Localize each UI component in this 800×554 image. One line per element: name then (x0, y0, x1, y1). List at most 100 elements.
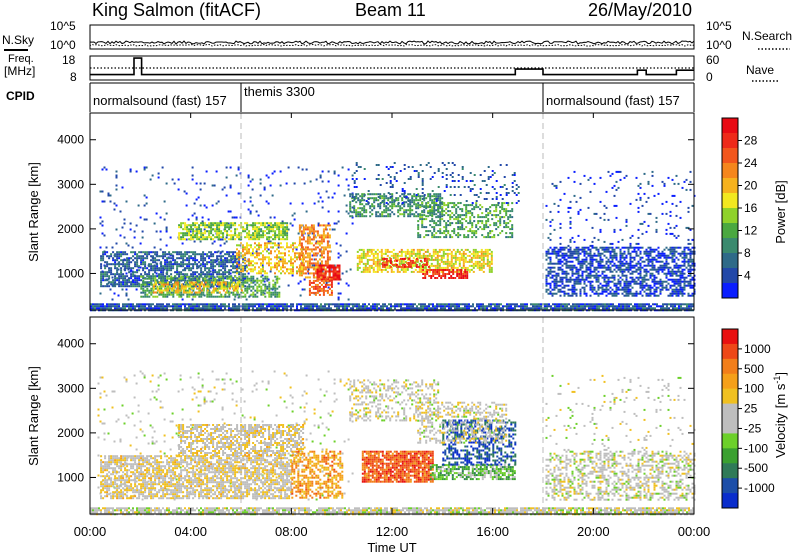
data-cell (161, 166, 164, 169)
data-cell (485, 208, 488, 211)
data-cell (260, 246, 262, 249)
data-cell (401, 265, 404, 268)
data-cell (545, 284, 548, 287)
data-cell (377, 178, 380, 180)
data-cell (381, 200, 384, 202)
data-cell (440, 269, 443, 271)
data-cell (282, 234, 285, 237)
data-cell (460, 271, 463, 273)
data-cell (559, 280, 562, 283)
data-cell (122, 273, 125, 276)
data-cell (446, 262, 449, 265)
data-cell (583, 262, 586, 265)
data-cell (166, 265, 169, 268)
beam-title: Beam 11 (355, 0, 426, 20)
data-cell (126, 279, 129, 282)
data-cell (400, 262, 403, 265)
data-cell (164, 263, 167, 266)
data-cell (178, 281, 181, 284)
data-cell (304, 276, 307, 279)
data-cell (575, 250, 578, 253)
data-cell (465, 214, 468, 217)
data-cell (425, 164, 428, 166)
data-cell (441, 172, 444, 174)
data-cell (180, 222, 183, 225)
data-cell (559, 290, 562, 293)
data-cell (415, 205, 418, 208)
data-cell (367, 193, 370, 196)
data-cell (328, 268, 331, 271)
data-cell (226, 259, 229, 262)
data-cell (437, 236, 440, 239)
data-cell (197, 196, 200, 199)
data-cell (117, 268, 120, 271)
data-cell (557, 284, 560, 287)
data-cell (190, 277, 193, 280)
data-cell (162, 277, 165, 280)
data-cell (432, 258, 435, 261)
data-cell (415, 211, 418, 214)
data-cell (262, 232, 265, 235)
data-cell (591, 260, 594, 263)
data-cell (140, 257, 143, 260)
data-cell (593, 274, 596, 277)
data-cell (351, 216, 354, 219)
data-cell (555, 246, 558, 249)
data-cell (120, 263, 123, 266)
data-cell (237, 166, 240, 169)
data-cell (194, 291, 197, 294)
data-cell (288, 250, 290, 253)
data-cell (549, 266, 552, 269)
data-cell (202, 293, 205, 296)
data-cell (101, 232, 104, 235)
data-cell (212, 222, 215, 225)
data-cell (264, 272, 266, 275)
data-cell (563, 256, 566, 259)
data-cell (437, 211, 440, 214)
data-cell (242, 265, 245, 268)
data-cell (375, 197, 378, 200)
data-cell (212, 275, 215, 278)
data-cell (397, 215, 400, 218)
data-cell (328, 258, 331, 261)
data-cell (264, 256, 266, 259)
data-cell (361, 207, 364, 210)
data-cell (114, 273, 117, 276)
data-cell (583, 258, 586, 261)
data-cell (224, 230, 227, 233)
data-cell (454, 277, 457, 279)
data-cell (164, 287, 167, 290)
data-cell (316, 260, 319, 263)
data-cell (451, 162, 454, 164)
data-cell (176, 289, 179, 292)
data-cell (481, 206, 484, 209)
data-cell (146, 267, 149, 270)
data-cell (214, 259, 217, 262)
data-cell (565, 254, 568, 257)
data-cell (188, 269, 191, 272)
data-cell (166, 257, 169, 260)
data-cell (206, 295, 209, 298)
data-cell (359, 201, 362, 204)
data-cell (395, 172, 398, 174)
data-cell (304, 240, 307, 243)
data-cell (276, 224, 279, 227)
data-cell (410, 248, 413, 251)
data-cell (573, 278, 576, 281)
data-cell (372, 266, 375, 269)
data-cell (256, 272, 258, 275)
data-cell (559, 266, 562, 269)
data-cell (359, 213, 362, 216)
data-cell (575, 270, 578, 273)
data-cell (447, 162, 450, 164)
data-cell (202, 291, 205, 294)
data-cell (312, 234, 315, 237)
data-cell (100, 275, 103, 278)
data-cell (320, 252, 323, 255)
data-cell (595, 248, 598, 251)
data-cell (250, 275, 253, 278)
data-cell (361, 215, 364, 218)
data-cell (220, 230, 223, 233)
data-cell (417, 224, 420, 227)
